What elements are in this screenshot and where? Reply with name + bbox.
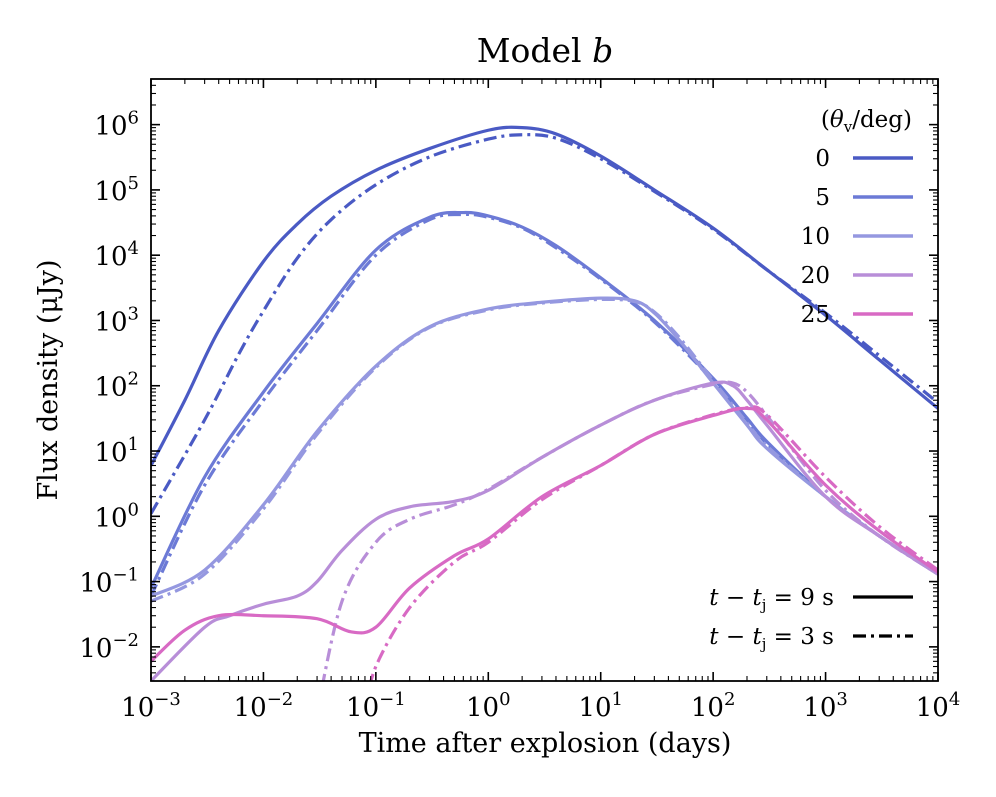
- y-tick-label: 10−1: [79, 565, 139, 599]
- angle-legend-label: 5: [815, 185, 830, 211]
- series-layer: [151, 125, 938, 681]
- y-axis-title: Flux density (μJy): [33, 259, 64, 500]
- y-tick-label: 10−2: [79, 630, 139, 664]
- angle-legend-label: 10: [801, 224, 830, 250]
- tick-layer: [150, 79, 939, 681]
- angle-legend-label: 25: [801, 302, 830, 328]
- style-legend: t − tj = 9 s t − tj = 3 s: [709, 585, 913, 653]
- series-10-solid-line: [151, 296, 938, 598]
- x-tick-label: 10−2: [234, 689, 294, 723]
- series-0-solid-line: [151, 125, 938, 467]
- y-tick-label: 100: [94, 499, 139, 533]
- series-25-dashdot-line: [369, 405, 938, 681]
- x-axis-title: Time after explosion (days): [359, 728, 732, 759]
- angle-legend-entries: 0 5 10 20 25: [801, 146, 913, 328]
- y-tick-label: 105: [94, 173, 139, 207]
- series-10-dashdot-line: [151, 297, 938, 603]
- y-tick-label: 102: [94, 369, 139, 403]
- y-tick-label: 103: [94, 303, 139, 337]
- series-25-solid-line: [151, 406, 938, 663]
- x-tick-label: 103: [803, 689, 848, 723]
- series-5-dashdot-line: [151, 212, 938, 597]
- style-legend-label: t − tj = 9 s: [709, 585, 834, 614]
- x-tick-label: 102: [691, 689, 736, 723]
- y-tick-label: 106: [94, 108, 139, 142]
- x-tick-label: 100: [466, 689, 511, 723]
- tick-label-layer: 10−3 10−2 10−1 100 101 102 103 10410−210−110010…: [79, 108, 960, 723]
- y-tick-label: 101: [94, 434, 139, 468]
- plot-frame: [150, 78, 939, 682]
- angle-legend-label: 20: [801, 263, 830, 289]
- angle-legend-title: (θv/deg): [821, 107, 912, 136]
- y-tick-label: 104: [94, 238, 139, 272]
- x-tick-label: 10−1: [346, 689, 406, 723]
- style-legend-label: t − tj = 3 s: [709, 624, 834, 653]
- angle-legend-label: 0: [815, 146, 830, 172]
- x-tick-label: 104: [916, 689, 961, 723]
- x-tick-label: 101: [578, 689, 623, 723]
- chart-title: Model b: [477, 31, 613, 70]
- series-0-dashdot-line: [151, 133, 938, 515]
- angle-legend: (θv/deg) 0 5 10 20 25: [801, 107, 913, 328]
- x-tick-label: 10−3: [121, 689, 181, 723]
- series-20-dashdot-line: [321, 380, 938, 681]
